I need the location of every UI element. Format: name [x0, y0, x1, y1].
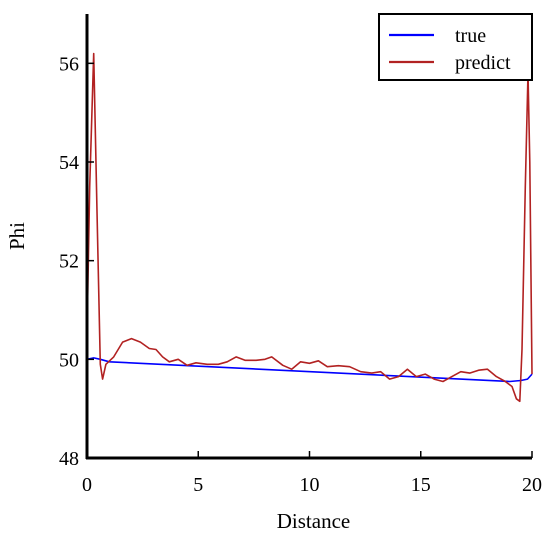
- y-axis-title: Phi: [5, 222, 29, 250]
- y-axis-ticks: 48 50 52 54 56: [59, 53, 94, 470]
- y-tick-label: 54: [59, 152, 79, 174]
- x-axis-ticks: 0 5 10 15 20: [82, 451, 542, 496]
- y-tick-label: 48: [59, 448, 79, 470]
- x-tick-label: 20: [522, 474, 542, 496]
- legend-label-true: true: [455, 25, 486, 47]
- legend-label-predict: predict: [455, 52, 511, 74]
- y-tick-label: 50: [59, 349, 79, 371]
- legend: true predict: [378, 13, 533, 81]
- x-axis-title: Distance: [277, 509, 350, 533]
- y-tick-label: 52: [59, 251, 79, 273]
- series-line-predict: [86, 52, 533, 403]
- x-tick-label: 5: [193, 474, 203, 496]
- legend-box: [378, 13, 533, 81]
- x-tick-label: 0: [82, 474, 92, 496]
- y-tick-label: 56: [59, 53, 79, 75]
- series-line-true: [86, 357, 533, 383]
- x-tick-label: 10: [300, 474, 320, 496]
- plot-area: [86, 52, 533, 403]
- x-tick-label: 15: [411, 474, 431, 496]
